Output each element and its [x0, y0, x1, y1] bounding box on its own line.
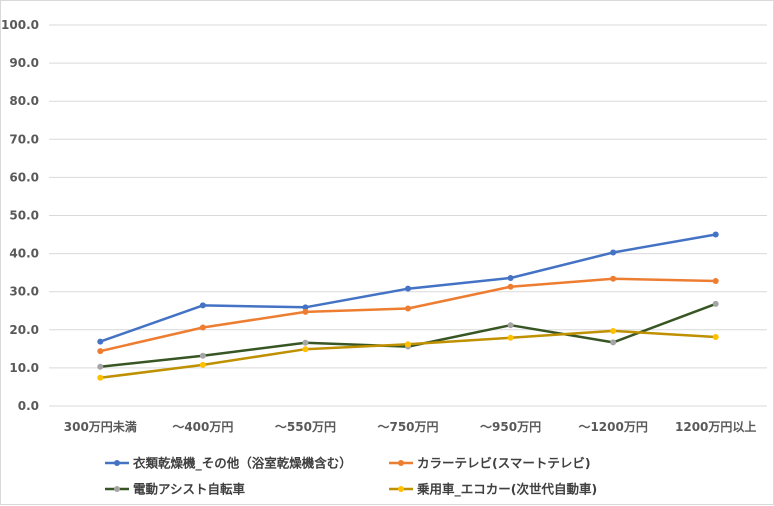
- series-lines: [97, 231, 719, 381]
- y-tick-label: 50.0: [9, 209, 39, 223]
- legend-item: 乗用車_エコカー(次世代自動車): [389, 482, 597, 498]
- data-point: [507, 322, 514, 329]
- data-point: [302, 346, 309, 353]
- legend-swatch-marker: [114, 460, 120, 466]
- y-tick-label: 10.0: [9, 361, 39, 375]
- y-tick-label: 80.0: [9, 94, 39, 108]
- y-tick-label: 30.0: [9, 285, 39, 299]
- x-tick-label: ～950万円: [480, 420, 541, 434]
- data-point: [712, 278, 719, 285]
- data-point: [405, 305, 411, 312]
- data-point: [610, 249, 617, 256]
- x-tick-label: ～550万円: [275, 420, 336, 434]
- data-point: [507, 283, 514, 290]
- data-point: [610, 339, 617, 346]
- data-point: [97, 348, 104, 355]
- legend-label: カラーテレビ(スマートテレビ): [417, 456, 591, 471]
- data-point: [405, 285, 411, 292]
- legend-item: 電動アシスト自転車: [105, 482, 246, 497]
- data-point: [610, 327, 617, 334]
- y-tick-label: 60.0: [9, 170, 39, 184]
- data-point: [712, 231, 719, 238]
- legend-item: カラーテレビ(スマートテレビ): [389, 456, 591, 471]
- legend-swatch-marker: [398, 486, 404, 492]
- data-point: [610, 275, 617, 282]
- data-point: [507, 334, 514, 341]
- legend-item: 衣類乾燥機_その他（浴室乾燥機含む）: [105, 456, 352, 472]
- data-point: [405, 341, 411, 348]
- data-point: [199, 302, 206, 309]
- data-point: [302, 339, 309, 346]
- data-point: [199, 361, 206, 368]
- data-point: [199, 324, 206, 331]
- legend: 衣類乾燥機_その他（浴室乾燥機含む） カラーテレビ(スマートテレビ) 電動アシスト自…: [105, 456, 597, 498]
- legend-swatch-marker: [114, 486, 120, 492]
- series-2: [97, 275, 719, 355]
- y-tick-label: 70.0: [9, 132, 39, 146]
- y-tick-label: 0.0: [18, 399, 39, 413]
- x-tick-label: ～1200万円: [578, 420, 647, 434]
- x-axis-tick-labels: 300万円未満 ～400万円 ～550万円 ～750万円 ～950万円 ～1200万円 12…: [64, 419, 757, 434]
- y-tick-label: 90.0: [9, 56, 39, 70]
- data-point: [97, 338, 104, 345]
- series-1: [97, 231, 719, 345]
- y-tick-label: 40.0: [9, 247, 39, 261]
- data-point: [712, 334, 719, 341]
- data-point: [97, 363, 104, 370]
- legend-label: 乗用車_エコカー(次世代自動車): [416, 482, 597, 498]
- gridlines: [49, 24, 767, 407]
- data-point: [712, 300, 719, 307]
- legend-label: 衣類乾燥機_その他（浴室乾燥機含む）: [133, 456, 352, 472]
- data-point: [199, 352, 206, 359]
- x-tick-label: 1200万円以上: [675, 419, 756, 434]
- x-tick-label: 300万円未満: [64, 419, 137, 434]
- x-tick-label: ～750万円: [377, 420, 438, 434]
- y-tick-label: 20.0: [9, 323, 39, 337]
- x-tick-label: ～400万円: [172, 420, 233, 434]
- data-point: [302, 308, 309, 315]
- y-axis-tick-labels: 100.0 90.0 80.0 70.0 60.0 50.0 40.0 30.0 20.0 10.…: [1, 18, 39, 413]
- legend-swatch-marker: [398, 460, 404, 466]
- data-point: [507, 274, 514, 281]
- series-4: [97, 327, 719, 381]
- series-line: [100, 302, 717, 369]
- data-point: [97, 374, 104, 381]
- legend-label: 電動アシスト自転車: [133, 482, 246, 497]
- data-point: [302, 304, 309, 311]
- y-tick-label: 100.0: [1, 18, 39, 32]
